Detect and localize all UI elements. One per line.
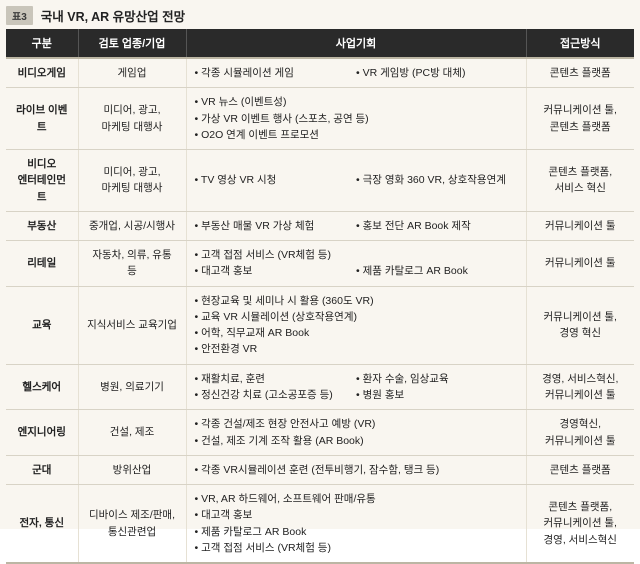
table-row: 비디오게임게임업• 각종 시뮬레이션 게임• VR 게임방 (PC방 대체)콘텐… [6, 58, 634, 88]
opportunity-item: • 건설, 제조 기계 조작 활용 (AR Book) [195, 433, 518, 449]
table-container: 표3 국내 VR, AR 유망산업 전망 구분 검토 업종/기업 사업기회 접근… [0, 0, 640, 529]
opportunity-item: • 각종 시뮬레이션 게임 [195, 65, 357, 81]
cell-company: 병원, 의료기기 [78, 364, 186, 410]
opportunity-item: • VR 뉴스 (이벤트성) [195, 94, 518, 110]
cell-opportunities: • 현장교육 및 세미나 시 활용 (360도 VR)• 교육 VR 시뮬레이션… [186, 286, 526, 364]
cell-approach: 콘텐츠 플랫폼 [526, 455, 634, 484]
opportunity-item: • 각종 VR시뮬레이션 훈련 (전투비행기, 잠수함, 탱크 등) [195, 462, 518, 478]
cell-company: 중개업, 시공/시행사 [78, 211, 186, 240]
opportunity-item: • 정신건강 치료 (고소공포증 등) [195, 387, 357, 403]
cell-opportunities: • 각종 시뮬레이션 게임• VR 게임방 (PC방 대체) [186, 58, 526, 88]
cell-category: 라이브 이벤트 [6, 88, 78, 150]
table-row: 비디오엔터테인먼트미디어, 광고,마케팅 대행사• TV 영상 VR 시청• 극… [6, 150, 634, 212]
opportunity-item: • VR, AR 하드웨어, 소프트웨어 판매/유통 [195, 491, 518, 507]
table-label-badge: 표3 [6, 6, 33, 25]
cell-approach: 커뮤니케이션 툴 [526, 241, 634, 287]
opportunity-item: • 대고객 홍보 [195, 263, 357, 279]
opportunity-item: • TV 영상 VR 시청 [195, 172, 357, 188]
header-company: 검토 업종/기업 [78, 29, 186, 58]
opportunity-item: • 어학, 직무교재 AR Book [195, 325, 518, 341]
table-row: 헬스케어병원, 의료기기• 재활치료, 훈련• 환자 수술, 임상교육• 정신건… [6, 364, 634, 410]
cell-opportunities: • 각종 VR시뮬레이션 훈련 (전투비행기, 잠수함, 탱크 등) [186, 455, 526, 484]
cell-approach: 콘텐츠 플랫폼 [526, 58, 634, 88]
cell-category: 리테일 [6, 241, 78, 287]
cell-company: 디바이스 제조/판매,통신관련업 [78, 485, 186, 564]
opportunity-item: • 안전환경 VR [195, 341, 518, 357]
opportunity-item: • 부동산 매물 VR 가상 체험 [195, 218, 357, 234]
title-bar: 표3 국내 VR, AR 유망산업 전망 [0, 0, 640, 29]
opportunity-item: • VR 게임방 (PC방 대체) [356, 65, 518, 81]
header-approach: 접근방식 [526, 29, 634, 58]
table-row: 군대방위산업 • 각종 VR시뮬레이션 훈련 (전투비행기, 잠수함, 탱크 등)… [6, 455, 634, 484]
opportunity-item: • 홍보 전단 AR Book 제작 [356, 218, 518, 234]
opportunity-item: • 환자 수술, 임상교육 [356, 371, 518, 387]
cell-category: 비디오엔터테인먼트 [6, 150, 78, 212]
table-row: 리테일자동차, 의류, 유통 등• 고객 접점 서비스 (VR체험 등)• 대고… [6, 241, 634, 287]
cell-opportunities: • 재활치료, 훈련• 환자 수술, 임상교육• 정신건강 치료 (고소공포증 … [186, 364, 526, 410]
opportunity-item: • 제품 카탈로그 AR Book [356, 263, 518, 279]
cell-category: 헬스케어 [6, 364, 78, 410]
table-title: 국내 VR, AR 유망산업 전망 [41, 6, 185, 25]
cell-company: 지식서비스 교육기업 [78, 286, 186, 364]
opportunity-item: • 제품 카탈로그 AR Book [195, 524, 518, 540]
cell-category: 전자, 통신 [6, 485, 78, 564]
table-row: 전자, 통신디바이스 제조/판매,통신관련업• VR, AR 하드웨어, 소프트… [6, 485, 634, 564]
table-header-row: 구분 검토 업종/기업 사업기회 접근방식 [6, 29, 634, 58]
opportunity-item: • 병원 홍보 [356, 387, 518, 403]
cell-opportunities: • TV 영상 VR 시청• 극장 영화 360 VR, 상호작용연계 [186, 150, 526, 212]
cell-opportunities: • 각종 건설/제조 현장 안전사고 예방 (VR)• 건설, 제조 기계 조작… [186, 410, 526, 456]
cell-company: 자동차, 의류, 유통 등 [78, 241, 186, 287]
cell-category: 부동산 [6, 211, 78, 240]
cell-company: 건설, 제조 [78, 410, 186, 456]
cell-company: 게임업 [78, 58, 186, 88]
opportunity-item: • 각종 건설/제조 현장 안전사고 예방 (VR) [195, 416, 518, 432]
header-category: 구분 [6, 29, 78, 58]
forecast-table: 구분 검토 업종/기업 사업기회 접근방식 비디오게임게임업• 각종 시뮬레이션… [6, 29, 634, 564]
cell-company: 방위산업 [78, 455, 186, 484]
cell-opportunities: • VR, AR 하드웨어, 소프트웨어 판매/유통• 대고객 홍보• 제품 카… [186, 485, 526, 564]
opportunity-item: • 현장교육 및 세미나 시 활용 (360도 VR) [195, 293, 518, 309]
cell-category: 군대 [6, 455, 78, 484]
opportunity-item: • 극장 영화 360 VR, 상호작용연계 [356, 172, 518, 188]
cell-approach: 커뮤니케이션 툴,경영 혁신 [526, 286, 634, 364]
cell-company: 미디어, 광고,마케팅 대행사 [78, 150, 186, 212]
opportunity-item: • 대고객 홍보 [195, 507, 518, 523]
table-row: 라이브 이벤트미디어, 광고,마케팅 대행사• VR 뉴스 (이벤트성)• 가상… [6, 88, 634, 150]
table-row: 교육지식서비스 교육기업• 현장교육 및 세미나 시 활용 (360도 VR)•… [6, 286, 634, 364]
cell-company: 미디어, 광고,마케팅 대행사 [78, 88, 186, 150]
table-row: 부동산중개업, 시공/시행사• 부동산 매물 VR 가상 체험• 홍보 전단 A… [6, 211, 634, 240]
table-row: 엔지니어링건설, 제조• 각종 건설/제조 현장 안전사고 예방 (VR)• 건… [6, 410, 634, 456]
cell-opportunities: • 부동산 매물 VR 가상 체험• 홍보 전단 AR Book 제작 [186, 211, 526, 240]
opportunity-item: • 가상 VR 이벤트 행사 (스포츠, 공연 등) [195, 111, 518, 127]
cell-approach: 콘텐츠 플랫폼,서비스 혁신 [526, 150, 634, 212]
cell-category: 교육 [6, 286, 78, 364]
cell-opportunities: • 고객 접점 서비스 (VR체험 등)• 대고객 홍보• 제품 카탈로그 AR… [186, 241, 526, 287]
opportunity-item: • 고객 접점 서비스 (VR체험 등) [195, 540, 518, 556]
cell-approach: 커뮤니케이션 툴,콘텐츠 플랫폼 [526, 88, 634, 150]
opportunity-item: • 고객 접점 서비스 (VR체험 등) [195, 247, 518, 263]
cell-approach: 콘텐츠 플랫폼,커뮤니케이션 툴,경영, 서비스혁신 [526, 485, 634, 564]
cell-category: 비디오게임 [6, 58, 78, 88]
opportunity-item: • O2O 연계 이벤트 프로모션 [195, 127, 518, 143]
opportunity-item: • 재활치료, 훈련 [195, 371, 357, 387]
header-opportunity: 사업기회 [186, 29, 526, 58]
cell-approach: 경영혁신,커뮤니케이션 툴 [526, 410, 634, 456]
opportunity-item: • 교육 VR 시뮬레이션 (상호작용연계) [195, 309, 518, 325]
cell-approach: 경영, 서비스혁신,커뮤니케이션 툴 [526, 364, 634, 410]
cell-category: 엔지니어링 [6, 410, 78, 456]
cell-approach: 커뮤니케이션 툴 [526, 211, 634, 240]
cell-opportunities: • VR 뉴스 (이벤트성)• 가상 VR 이벤트 행사 (스포츠, 공연 등)… [186, 88, 526, 150]
